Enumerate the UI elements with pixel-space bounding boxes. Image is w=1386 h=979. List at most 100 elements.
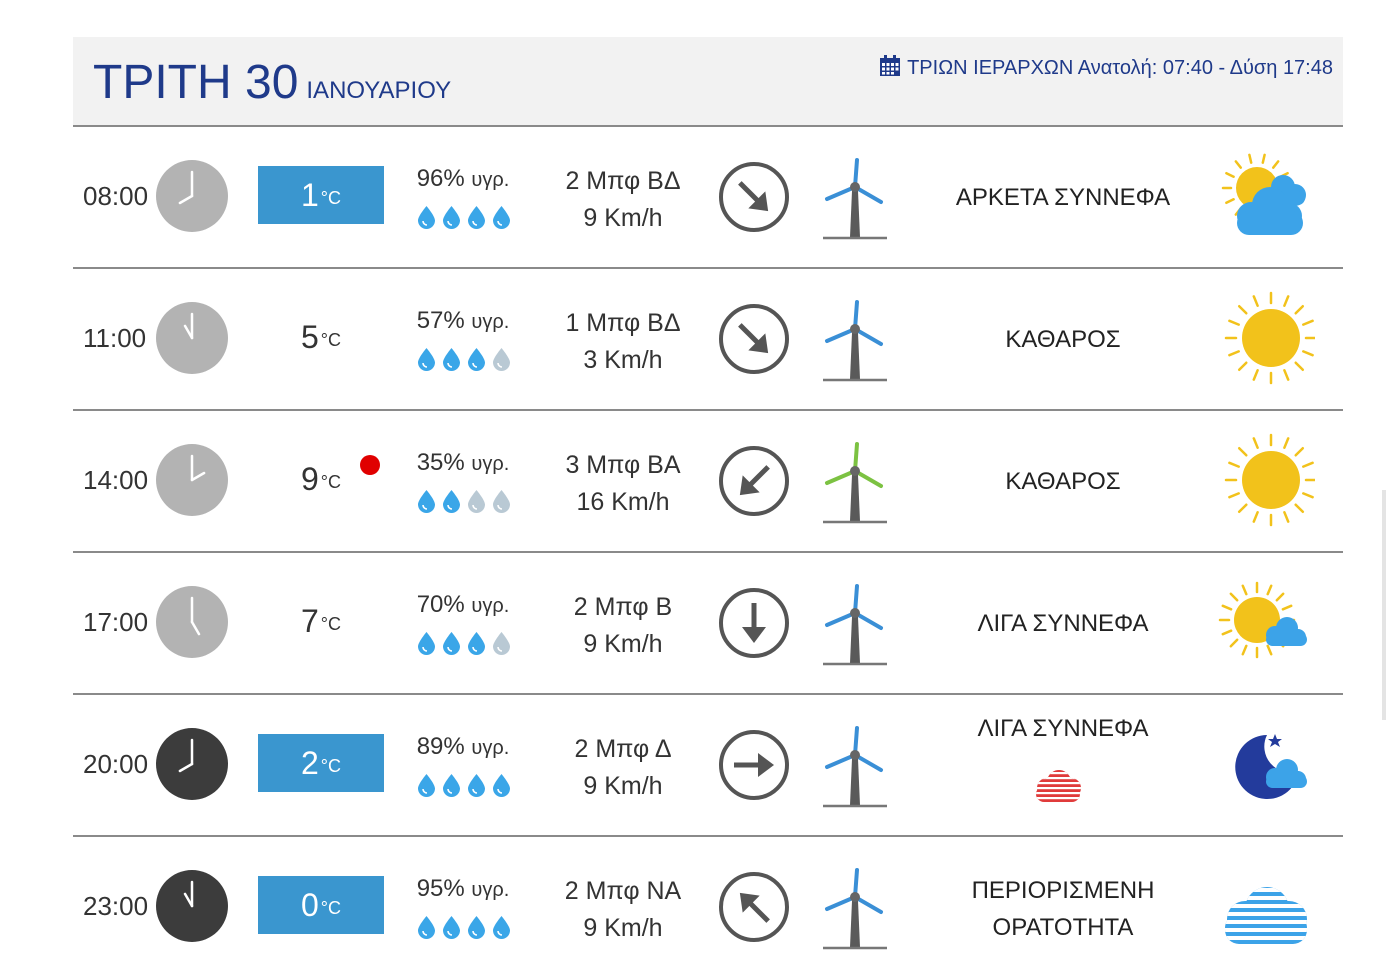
wind-info: 2 Μπφ Δ 9 Km/h bbox=[543, 731, 703, 805]
condition-line: ΚΑΘΑΡΟΣ bbox=[1005, 468, 1121, 495]
humidity-drop-icon bbox=[491, 489, 512, 518]
temperature-value: 2 bbox=[301, 745, 319, 781]
humidity: 96% υγρ. bbox=[403, 165, 523, 193]
wind-info: 2 Μπφ ΒΔ 9 Km/h bbox=[543, 163, 703, 237]
humidity-drop-icon bbox=[441, 489, 462, 518]
temperature: 1 °C bbox=[258, 166, 384, 224]
forecast-row: 14:00 9 °C 35% υγρ. 3 Μπφ ΒΑ 16 Km/h bbox=[73, 411, 1343, 553]
clock-icon bbox=[156, 728, 228, 805]
humidity: 95% υγρ. bbox=[403, 875, 523, 903]
red-haze-cloud-icon bbox=[1031, 768, 1085, 809]
condition-line: ΠΕΡΙΟΡΙΣΜΕΝΗ bbox=[971, 877, 1155, 904]
condition-line: ΚΑΘΑΡΟΣ bbox=[1005, 326, 1121, 353]
temperature-unit: °C bbox=[320, 330, 341, 350]
humidity-drop-icon bbox=[441, 205, 462, 234]
temperature-value: 9 bbox=[301, 461, 319, 497]
humidity-value: 96% bbox=[416, 165, 465, 192]
humidity-value: 35% bbox=[416, 449, 465, 476]
condition-text: ΚΑΘΑΡΟΣ bbox=[933, 321, 1193, 358]
forecast-row: 17:00 7 °C 70% υγρ. 2 Μπφ Β 9 Km/h bbox=[73, 553, 1343, 695]
humidity-drop-icon bbox=[466, 347, 487, 376]
wind-beaufort: 2 Μπφ Β bbox=[573, 593, 673, 621]
humidity: 35% υγρ. bbox=[403, 449, 523, 477]
wind-speed: 16 Km/h bbox=[576, 488, 670, 516]
forecast-rows: 08:00 1 °C 96% υγρ. 2 Μπφ ΒΔ 9 Km/h bbox=[73, 127, 1343, 979]
temperature-value: 7 bbox=[301, 603, 319, 639]
wind-direction-arrow-icon bbox=[718, 303, 790, 380]
humidity-drops bbox=[416, 773, 512, 802]
humidity-label: υγρ. bbox=[471, 311, 510, 333]
clock-icon bbox=[156, 160, 228, 237]
condition-text: ΛΙΓΑ ΣΥΝΝΕΦΑ bbox=[933, 605, 1193, 642]
humidity-drop-icon bbox=[441, 631, 462, 660]
forecast-row: 20:00 2 °C 89% υγρ. 2 Μπφ Δ 9 Km/h bbox=[73, 695, 1343, 837]
temperature-unit: °C bbox=[320, 756, 341, 776]
humidity-drop-icon bbox=[416, 915, 437, 944]
humidity-label: υγρ. bbox=[471, 595, 510, 617]
temperature: 7 °C bbox=[258, 592, 384, 650]
humidity-drop-icon bbox=[491, 347, 512, 376]
humidity-value: 70% bbox=[416, 591, 465, 618]
temperature-value: 5 bbox=[301, 319, 319, 355]
humidity-drop-icon bbox=[466, 631, 487, 660]
condition-line: ΛΙΓΑ ΣΥΝΝΕΦΑ bbox=[977, 715, 1149, 742]
condition-line: ΑΡΚΕΤΑ ΣΥΝΝΕΦΑ bbox=[955, 184, 1171, 211]
condition-line: ΟΡΑΤΟΤΗΤΑ bbox=[992, 914, 1134, 941]
humidity-drop-icon bbox=[416, 347, 437, 376]
wind-turbine-icon bbox=[820, 157, 890, 248]
temperature-unit: °C bbox=[320, 898, 341, 918]
temperature-unit: °C bbox=[320, 614, 341, 634]
clock-icon bbox=[156, 870, 228, 947]
wind-turbine-icon bbox=[820, 299, 890, 390]
temperature: 0 °C bbox=[258, 876, 384, 934]
humidity-drops bbox=[416, 915, 512, 944]
forecast-row: 23:00 0 °C 95% υγρ. 2 Μπφ ΝΑ 9 Km/h bbox=[73, 837, 1343, 979]
humidity: 89% υγρ. bbox=[403, 733, 523, 761]
hour-label: 20:00 bbox=[83, 749, 149, 779]
wind-beaufort: 1 Μπφ ΒΔ bbox=[565, 309, 681, 337]
wind-speed: 9 Km/h bbox=[583, 204, 663, 232]
day-header: ΤΡΙΤΗ 30 ΙΑΝΟΥΑΡΙΟΥ ΤΡΙΩΝ ΙΕΡΑΡΧΩΝ Ανατολ… bbox=[73, 37, 1343, 127]
wind-beaufort: 2 Μπφ ΝΑ bbox=[564, 877, 682, 905]
temperature-unit: °C bbox=[320, 472, 341, 492]
humidity-drop-icon bbox=[466, 773, 487, 802]
humidity-value: 57% bbox=[416, 307, 465, 334]
humidity-drop-icon bbox=[466, 915, 487, 944]
wind-info: 1 Μπφ ΒΔ 3 Km/h bbox=[543, 305, 703, 379]
wind-beaufort: 3 Μπφ ΒΑ bbox=[565, 451, 681, 479]
temperature-value: 1 bbox=[301, 177, 319, 213]
wind-info: 3 Μπφ ΒΑ 16 Km/h bbox=[543, 447, 703, 521]
wind-turbine-icon bbox=[820, 441, 890, 532]
hour-label: 23:00 bbox=[83, 891, 149, 921]
moon-cloud-icon bbox=[1215, 717, 1315, 822]
scrollbar[interactable] bbox=[1382, 490, 1386, 720]
wind-direction-arrow-icon bbox=[718, 445, 790, 522]
condition-text: ΠΕΡΙΟΡΙΣΜΕΝΗ ΟΡΑΤΟΤΗΤΑ bbox=[933, 872, 1193, 946]
humidity-drop-icon bbox=[416, 773, 437, 802]
clock-icon bbox=[156, 302, 228, 379]
hour-label: 17:00 bbox=[83, 607, 149, 637]
humidity: 57% υγρ. bbox=[403, 307, 523, 335]
sun-info-text: ΤΡΙΩΝ ΙΕΡΑΡΧΩΝ Ανατολή: 07:40 - Δύση 17:… bbox=[907, 57, 1333, 79]
humidity-drops bbox=[416, 631, 512, 660]
sun-icon bbox=[1215, 291, 1318, 396]
humidity-drops bbox=[416, 347, 512, 376]
humidity-drop-icon bbox=[416, 489, 437, 518]
condition-text: ΛΙΓΑ ΣΥΝΝΕΦΑ bbox=[933, 710, 1193, 747]
calendar-icon bbox=[879, 55, 901, 83]
wind-info: 2 Μπφ Β 9 Km/h bbox=[543, 589, 703, 663]
condition-text: ΚΑΘΑΡΟΣ bbox=[933, 463, 1193, 500]
humidity-label: υγρ. bbox=[471, 879, 510, 901]
wind-speed: 3 Km/h bbox=[583, 346, 663, 374]
humidity-label: υγρ. bbox=[471, 169, 510, 191]
forecast-row: 08:00 1 °C 96% υγρ. 2 Μπφ ΒΔ 9 Km/h bbox=[73, 127, 1343, 269]
humidity-value: 95% bbox=[416, 875, 465, 902]
wind-direction-arrow-icon bbox=[718, 161, 790, 238]
humidity-drops bbox=[416, 489, 512, 518]
wind-beaufort: 2 Μπφ ΒΔ bbox=[565, 167, 681, 195]
humidity-value: 89% bbox=[416, 733, 465, 760]
temperature: 9 °C bbox=[258, 450, 384, 508]
wind-turbine-icon bbox=[820, 725, 890, 816]
haze-cloud-icon bbox=[1215, 859, 1315, 964]
day-title: ΤΡΙΤΗ 30 ΙΑΝΟΥΑΡΙΟΥ bbox=[93, 55, 451, 110]
